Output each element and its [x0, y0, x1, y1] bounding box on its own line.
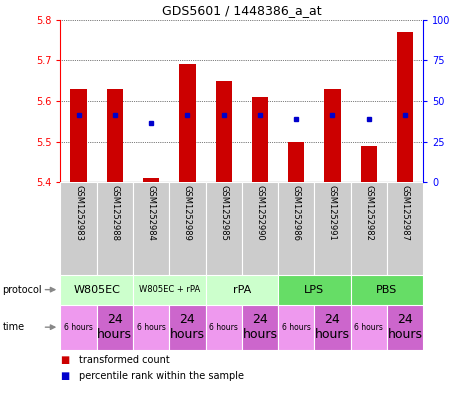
- Text: 6 hours: 6 hours: [282, 323, 311, 332]
- Bar: [242, 305, 278, 350]
- Text: GSM1252989: GSM1252989: [183, 185, 192, 241]
- Text: 6 hours: 6 hours: [209, 323, 238, 332]
- Text: percentile rank within the sample: percentile rank within the sample: [79, 371, 244, 381]
- Bar: [351, 275, 423, 305]
- Bar: [314, 305, 351, 350]
- Text: GSM1252990: GSM1252990: [255, 185, 265, 241]
- Text: ■: ■: [60, 371, 70, 381]
- Bar: [206, 305, 242, 350]
- Bar: [278, 182, 314, 275]
- Bar: [133, 305, 169, 350]
- Text: GSM1252987: GSM1252987: [400, 185, 410, 241]
- Bar: [351, 182, 387, 275]
- Bar: [324, 89, 341, 182]
- Bar: [314, 182, 351, 275]
- Bar: [206, 275, 278, 305]
- Text: GSM1252991: GSM1252991: [328, 185, 337, 241]
- Text: time: time: [2, 322, 25, 332]
- Bar: [252, 97, 268, 182]
- Bar: [242, 182, 278, 275]
- Bar: [106, 89, 123, 182]
- Bar: [206, 182, 242, 275]
- Text: GSM1252982: GSM1252982: [364, 185, 373, 241]
- Bar: [288, 141, 305, 182]
- Bar: [133, 182, 169, 275]
- Text: 24
hours: 24 hours: [170, 313, 205, 341]
- Text: GSM1252985: GSM1252985: [219, 185, 228, 241]
- Text: GSM1252988: GSM1252988: [110, 185, 120, 241]
- Text: 6 hours: 6 hours: [354, 323, 383, 332]
- Bar: [60, 182, 97, 275]
- Text: 24
hours: 24 hours: [242, 313, 278, 341]
- Text: ■: ■: [60, 355, 70, 365]
- Text: transformed count: transformed count: [79, 355, 170, 365]
- Text: 24
hours: 24 hours: [387, 313, 423, 341]
- Bar: [397, 32, 413, 182]
- Bar: [215, 81, 232, 182]
- Bar: [60, 305, 97, 350]
- Text: LPS: LPS: [304, 285, 325, 295]
- Text: W805EC + rPA: W805EC + rPA: [139, 285, 200, 294]
- Bar: [60, 275, 133, 305]
- Bar: [351, 305, 387, 350]
- Text: 6 hours: 6 hours: [137, 323, 166, 332]
- Bar: [360, 146, 377, 182]
- Bar: [179, 64, 196, 182]
- Bar: [278, 275, 351, 305]
- Bar: [143, 178, 159, 182]
- Text: 6 hours: 6 hours: [64, 323, 93, 332]
- Title: GDS5601 / 1448386_a_at: GDS5601 / 1448386_a_at: [162, 4, 322, 17]
- Text: W805EC: W805EC: [73, 285, 120, 295]
- Bar: [387, 305, 423, 350]
- Text: PBS: PBS: [376, 285, 398, 295]
- Text: GSM1252984: GSM1252984: [146, 185, 156, 241]
- Text: 24
hours: 24 hours: [315, 313, 350, 341]
- Text: rPA: rPA: [232, 285, 251, 295]
- Text: GSM1252983: GSM1252983: [74, 185, 83, 241]
- Text: protocol: protocol: [2, 285, 42, 295]
- Bar: [169, 182, 206, 275]
- Text: 24
hours: 24 hours: [97, 313, 133, 341]
- Bar: [387, 182, 423, 275]
- Text: GSM1252986: GSM1252986: [292, 185, 301, 241]
- Bar: [97, 182, 133, 275]
- Bar: [278, 305, 314, 350]
- Bar: [169, 305, 206, 350]
- Bar: [97, 305, 133, 350]
- Bar: [70, 89, 87, 182]
- Bar: [133, 275, 206, 305]
